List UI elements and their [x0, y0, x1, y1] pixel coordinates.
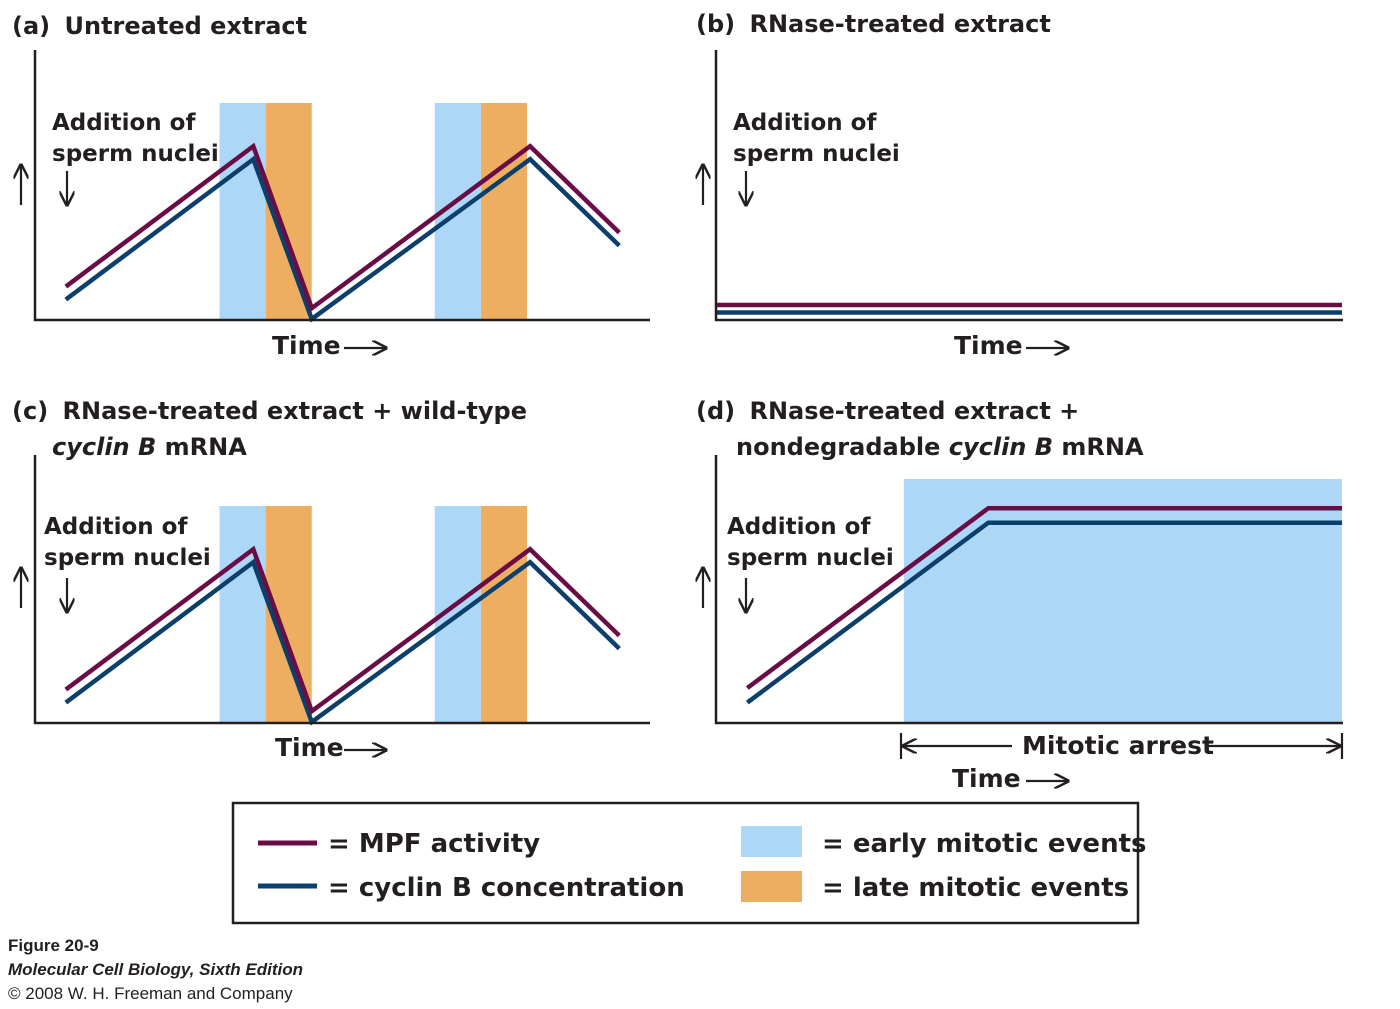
panel-b: (b) RNase-treated extract Addition of sp… [696, 10, 1343, 360]
panel-c-title-line2: cyclin B mRNA [52, 433, 247, 461]
figure-number: Figure 20-9 [8, 936, 99, 955]
panel-a-band-early-0 [219, 103, 266, 319]
panel-d-tag: (d) [696, 397, 735, 425]
legend-box [231, 801, 1140, 925]
panel-c-annotation-line1: Addition of [44, 514, 188, 540]
panel-a-annotation-line2: sperm nuclei [52, 141, 219, 167]
panel-a: (a) Untreated extract Addition of sperm … [12, 12, 650, 360]
panel-b-tag: (b) [696, 10, 735, 38]
panel-d-series [745, 505, 1342, 705]
legend-mpf-label: = MPF activity [328, 829, 540, 859]
panel-b-xlabel: Time [954, 331, 1023, 360]
panel-c-series [64, 545, 621, 726]
legend-late-label: = late mitotic events [822, 873, 1129, 903]
panel-c-tag: (c) [12, 397, 48, 425]
panel-a-title-text: Untreated extract [65, 12, 308, 40]
panel-a-band-late-3 [480, 103, 527, 319]
panel-c-band-late-3 [480, 506, 527, 722]
panel-d-bands [903, 479, 1342, 722]
panel-c-title-italic: cyclin B [52, 433, 156, 461]
panel-d-annotation-line1: Addition of [727, 514, 871, 540]
panel-d: (d) RNase-treated extract + nondegradabl… [696, 397, 1344, 793]
panel-b-annotation-line2: sperm nuclei [733, 141, 900, 167]
panel-d-title-pre: nondegradable [736, 433, 949, 461]
panel-c-mpf-line [64, 545, 621, 715]
panel-a-cyclin-line [64, 155, 621, 323]
panel-d-title-rest: mRNA [1053, 433, 1144, 461]
panel-d-cyclin-line [745, 520, 1342, 705]
panel-d-title-text: RNase-treated extract + [749, 397, 1079, 425]
panel-a-annotation: Addition of sperm nuclei [52, 110, 219, 167]
panel-c-band-early-0 [219, 506, 266, 722]
panel-c-annotation-line2: sperm nuclei [44, 545, 211, 571]
arrest-label: Mitotic arrest [1022, 731, 1214, 760]
panel-d-title-italic: cyclin B [949, 433, 1053, 461]
legend-early-label: = early mitotic events [822, 829, 1146, 859]
legend-early-swatch [741, 826, 802, 857]
panel-c-cyclin-line [64, 558, 621, 726]
panel-a-mpf-line [64, 142, 621, 312]
panel-a-xlabel: Time [272, 331, 341, 360]
panel-a-tag: (a) [12, 12, 50, 40]
panel-c-bands [219, 506, 527, 722]
panel-c: (c) RNase-treated extract + wild-type cy… [12, 397, 650, 762]
panel-d-title: (d) RNase-treated extract + [696, 397, 1079, 425]
legend-cyclin-label: = cyclin B concentration [328, 873, 685, 903]
panel-b-series [716, 302, 1342, 315]
book-title: Molecular Cell Biology, Sixth Edition [8, 960, 304, 979]
panel-c-title-text: RNase-treated extract + wild-type [63, 397, 527, 425]
panel-d-title-line2: nondegradable cyclin B mRNA [736, 433, 1144, 461]
panel-a-series [64, 142, 621, 323]
legend: = MPF activity = cyclin B concentration … [231, 801, 1146, 925]
panel-a-annotation-line1: Addition of [52, 110, 196, 136]
panel-c-title-rest: mRNA [156, 433, 247, 461]
panel-d-annotation-line2: sperm nuclei [727, 545, 894, 571]
panel-d-mpf-line [745, 505, 1342, 690]
panel-b-title-text: RNase-treated extract [749, 10, 1050, 38]
panel-c-xlabel: Time [275, 733, 344, 762]
panel-d-band-early-0 [903, 479, 1342, 722]
panel-c-title: (c) RNase-treated extract + wild-type [12, 397, 527, 425]
panel-b-annotation: Addition of sperm nuclei [733, 110, 900, 167]
panel-a-bands [219, 103, 527, 319]
copyright-line: © 2008 W. H. Freeman and Company [8, 984, 293, 1003]
panel-b-title: (b) RNase-treated extract [696, 10, 1051, 38]
panel-d-annotation: Addition of sperm nuclei [727, 514, 894, 571]
panel-b-annotation-line1: Addition of [733, 110, 877, 136]
legend-late-swatch [741, 871, 802, 902]
panel-c-annotation: Addition of sperm nuclei [44, 514, 211, 571]
panel-a-title: (a) Untreated extract [12, 12, 307, 40]
panel-d-xlabel: Time [952, 764, 1021, 793]
